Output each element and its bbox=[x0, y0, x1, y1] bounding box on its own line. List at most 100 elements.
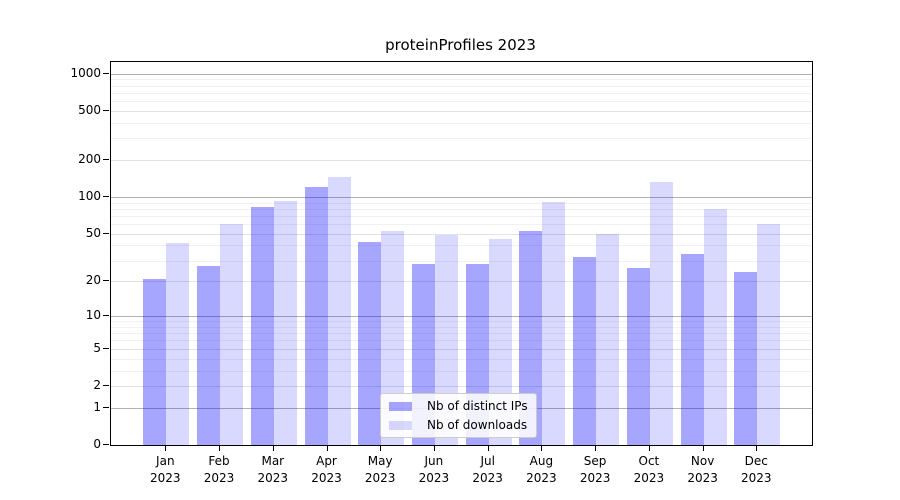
bar-nb-of-distinct-ips-oct-2023 bbox=[626, 267, 650, 445]
y-tick-label: 50 bbox=[85, 225, 101, 240]
bar-nb-of-distinct-ips-jan-2023 bbox=[143, 278, 167, 445]
grid-line-minor bbox=[111, 245, 812, 247]
y-tick-label: 1000 bbox=[70, 65, 101, 80]
bar-nb-of-downloads-feb-2023 bbox=[220, 224, 243, 445]
grid-line-2 bbox=[111, 386, 812, 387]
bar-nb-of-downloads-jan-2023 bbox=[166, 242, 190, 445]
grid-line-minor bbox=[111, 333, 812, 335]
bar-nb-of-distinct-ips-nov-2023 bbox=[680, 253, 704, 445]
y-tick-label: 2 bbox=[93, 378, 101, 392]
y-tick-mark bbox=[103, 159, 109, 160]
bar-nb-of-downloads-sep-2023 bbox=[596, 233, 620, 445]
grid-line-minor bbox=[111, 202, 812, 204]
grid-line-minor bbox=[111, 224, 812, 226]
bar-nb-of-distinct-ips-feb-2023 bbox=[197, 265, 220, 445]
grid-line-minor bbox=[111, 101, 812, 103]
x-tick-mark bbox=[702, 445, 704, 451]
x-tick-label-jan-2023: Jan 2023 bbox=[150, 454, 181, 485]
y-tick-label: 1 bbox=[93, 399, 101, 414]
y-tick-mark bbox=[103, 347, 109, 349]
x-tick-mark bbox=[433, 445, 435, 451]
legend-item: Nb of distinct IPs bbox=[389, 399, 528, 413]
bar-nb-of-downloads-mar-2023 bbox=[273, 201, 297, 445]
grid-line-minor bbox=[111, 208, 812, 210]
grid-line-minor bbox=[111, 138, 812, 140]
grid-line-minor bbox=[111, 215, 812, 217]
y-tick-label: 10 bbox=[85, 308, 101, 323]
bar-nb-of-downloads-may-2023 bbox=[381, 230, 405, 445]
x-tick-mark bbox=[541, 445, 543, 451]
grid-line-1000 bbox=[111, 73, 812, 75]
y-tick-mark bbox=[103, 232, 109, 234]
bar-nb-of-downloads-nov-2023 bbox=[703, 208, 727, 445]
x-tick-mark bbox=[595, 445, 597, 451]
x-tick-mark bbox=[272, 445, 274, 451]
bar-nb-of-downloads-jun-2023 bbox=[434, 234, 458, 445]
grid-line-minor bbox=[111, 358, 812, 360]
y-tick-label: 500 bbox=[78, 102, 101, 117]
legend-label: Nb of downloads bbox=[427, 418, 528, 432]
grid-line-minor bbox=[111, 321, 812, 323]
x-tick-label-jul-2023: Jul 2023 bbox=[472, 454, 503, 485]
grid-line-minor bbox=[111, 85, 812, 87]
legend-item: Nb of downloads bbox=[389, 418, 528, 432]
y-tick-mark bbox=[103, 72, 109, 74]
y-tick-mark bbox=[103, 385, 109, 386]
y-tick-mark bbox=[103, 406, 109, 408]
grid-line-5 bbox=[111, 348, 812, 350]
x-tick-label-jun-2023: Jun 2023 bbox=[418, 454, 450, 485]
y-tick-label: 20 bbox=[85, 273, 101, 288]
bar-nb-of-distinct-ips-may-2023 bbox=[358, 241, 382, 445]
bar-nb-of-distinct-ips-aug-2023 bbox=[519, 230, 543, 445]
y-tick-mark bbox=[103, 315, 109, 317]
bar-nb-of-distinct-ips-mar-2023 bbox=[250, 206, 274, 445]
y-tick-mark bbox=[103, 444, 109, 445]
grid-line-minor bbox=[111, 79, 812, 81]
grid-line-minor bbox=[111, 326, 812, 328]
grid-line-20 bbox=[111, 281, 812, 283]
grid-line-200 bbox=[111, 160, 812, 161]
legend: Nb of distinct IPs Nb of downloads bbox=[380, 393, 537, 438]
x-tick-mark bbox=[219, 445, 220, 451]
bar-nb-of-downloads-dec-2023 bbox=[757, 224, 781, 445]
chart-title: proteinProfiles 2023 bbox=[385, 36, 536, 54]
y-tick-label: 5 bbox=[93, 340, 101, 355]
x-tick-mark bbox=[487, 445, 489, 451]
x-tick-label-oct-2023: Oct 2023 bbox=[633, 454, 665, 485]
grid-line-100 bbox=[111, 197, 812, 198]
grid-line-minor bbox=[111, 370, 812, 372]
y-tick-label: 100 bbox=[78, 189, 101, 203]
y-tick-mark bbox=[103, 280, 109, 282]
x-tick-label-dec-2023: Dec 2023 bbox=[741, 454, 772, 485]
x-tick-label-nov-2023: Nov 2023 bbox=[687, 454, 718, 485]
grid-line-minor bbox=[111, 340, 812, 342]
grid-line-10 bbox=[111, 316, 812, 318]
bar-nb-of-downloads-aug-2023 bbox=[542, 202, 566, 445]
bar-nb-of-distinct-ips-dec-2023 bbox=[734, 272, 758, 445]
x-tick-label-sep-2023: Sep 2023 bbox=[579, 454, 611, 485]
x-tick-label-apr-2023: Apr 2023 bbox=[311, 454, 342, 485]
grid-line-500 bbox=[111, 110, 812, 112]
chart-layers bbox=[111, 62, 812, 445]
legend-swatch-nb-of-distinct-ips bbox=[389, 401, 412, 411]
x-tick-label-aug-2023: Aug 2023 bbox=[526, 454, 557, 485]
bar-nb-of-downloads-apr-2023 bbox=[327, 176, 351, 445]
legend-label: Nb of distinct IPs bbox=[427, 399, 528, 413]
x-tick-label-mar-2023: Mar 2023 bbox=[257, 454, 289, 485]
y-tick-mark bbox=[103, 109, 109, 111]
x-tick-label-may-2023: May 2023 bbox=[364, 454, 396, 485]
x-tick-mark bbox=[756, 445, 758, 451]
grid-line-minor bbox=[111, 92, 812, 94]
x-tick-mark bbox=[380, 445, 382, 451]
y-tick-label: 200 bbox=[78, 152, 101, 166]
bar-nb-of-distinct-ips-sep-2023 bbox=[573, 257, 597, 445]
x-tick-mark bbox=[326, 445, 328, 451]
bar-nb-of-distinct-ips-apr-2023 bbox=[304, 186, 328, 445]
grid-line-minor bbox=[111, 260, 812, 262]
x-tick-mark bbox=[165, 445, 167, 451]
grid-line-minor bbox=[111, 122, 812, 124]
y-tick-mark bbox=[103, 196, 109, 197]
legend-swatch-nb-of-downloads bbox=[389, 420, 412, 430]
x-tick-mark bbox=[648, 445, 650, 451]
